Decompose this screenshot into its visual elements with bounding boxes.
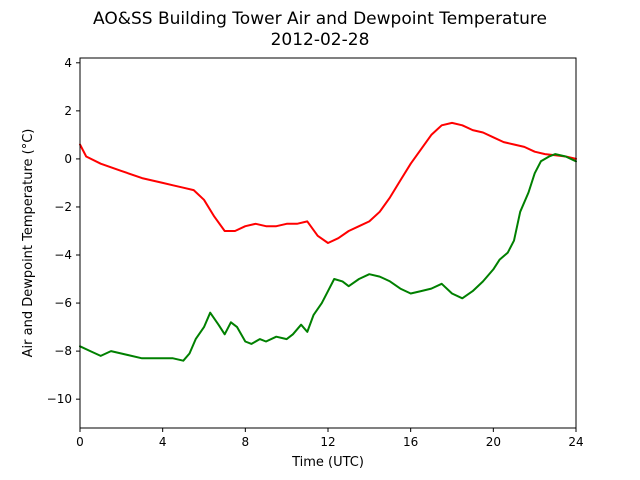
y-tick-label: 2 xyxy=(64,104,72,118)
y-tick-label: −10 xyxy=(47,392,72,406)
x-tick-label: 24 xyxy=(568,435,583,449)
x-tick-label: 16 xyxy=(403,435,418,449)
y-tick-label: −4 xyxy=(54,248,72,262)
air-temperature-line xyxy=(79,121,577,244)
y-axis-label: Air and Dewpoint Temperature (°C) xyxy=(21,129,36,358)
x-tick-label: 8 xyxy=(242,435,250,449)
y-tick-label: −6 xyxy=(54,296,72,310)
y-tick-label: 4 xyxy=(64,56,72,70)
y-tick-label: −8 xyxy=(54,344,72,358)
dewpoint-temperature-line xyxy=(79,153,577,362)
chart-subtitle: 2012-02-28 xyxy=(271,30,370,50)
chart-title: AO&SS Building Tower Air and Dewpoint Te… xyxy=(93,9,547,29)
x-tick-label: 20 xyxy=(486,435,501,449)
series-layer xyxy=(79,121,577,362)
y-tick-label: 0 xyxy=(64,152,72,166)
x-tick-label: 12 xyxy=(320,435,335,449)
x-tick-label: 0 xyxy=(76,435,84,449)
y-tick-label: −2 xyxy=(54,200,72,214)
x-axis-label: Time (UTC) xyxy=(291,455,364,470)
x-tick-label: 4 xyxy=(159,435,167,449)
plot-frame xyxy=(79,57,577,429)
